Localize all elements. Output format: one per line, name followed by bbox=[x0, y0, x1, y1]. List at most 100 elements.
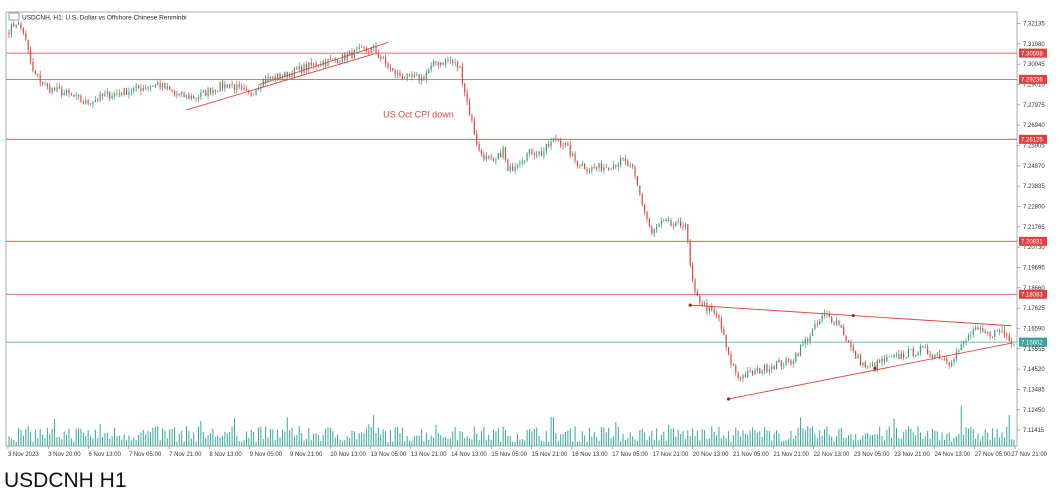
candle-body bbox=[68, 89, 70, 94]
candle-body bbox=[488, 155, 490, 158]
candle-body bbox=[277, 73, 279, 80]
candle-body bbox=[838, 320, 840, 326]
candle-body bbox=[958, 350, 960, 352]
candle-body bbox=[166, 86, 168, 89]
candle-body bbox=[725, 335, 727, 348]
candle-body bbox=[588, 170, 591, 172]
candle-body bbox=[17, 23, 20, 25]
candle-body bbox=[773, 366, 775, 369]
candle-body bbox=[663, 219, 665, 221]
candle-body bbox=[540, 151, 543, 156]
candle-body bbox=[135, 85, 137, 89]
candle-body bbox=[905, 357, 907, 359]
y-tick-label: 7.13485 bbox=[1023, 387, 1045, 393]
x-tick-label: 13 Nov 05:00 bbox=[371, 452, 407, 458]
candle-body bbox=[370, 47, 372, 53]
candle-body bbox=[125, 88, 128, 95]
candle-body bbox=[85, 100, 87, 104]
candle-body bbox=[368, 50, 370, 53]
candle-body bbox=[53, 87, 56, 91]
candle-body bbox=[236, 84, 238, 90]
candle-body bbox=[217, 91, 219, 92]
candle-body bbox=[934, 354, 936, 358]
candle-body bbox=[778, 360, 780, 363]
candle-body bbox=[97, 99, 99, 101]
candle-body bbox=[396, 72, 399, 75]
x-tick-label: 24 Nov 13:00 bbox=[934, 452, 970, 458]
candle-body bbox=[850, 342, 852, 348]
candle-body bbox=[915, 354, 917, 356]
candle-body bbox=[869, 366, 871, 368]
candle-body bbox=[622, 158, 624, 159]
candle-body bbox=[634, 166, 636, 177]
candle-body bbox=[713, 309, 715, 314]
candle-body bbox=[286, 71, 288, 78]
candle-body bbox=[1011, 341, 1013, 344]
candle-body bbox=[341, 54, 344, 63]
candle-body bbox=[843, 327, 845, 336]
candle-body bbox=[34, 70, 36, 74]
candle-body bbox=[521, 161, 523, 163]
candle-body bbox=[207, 88, 209, 96]
y-tick-label: 7.18660 bbox=[1023, 286, 1045, 292]
candle-body bbox=[221, 82, 224, 89]
candle-body bbox=[931, 355, 934, 358]
candle-body bbox=[164, 83, 166, 89]
candle-body bbox=[684, 224, 686, 228]
candle-body bbox=[133, 88, 135, 92]
candle-body bbox=[303, 64, 305, 73]
candle-body bbox=[605, 167, 607, 169]
candle-body bbox=[344, 54, 346, 61]
candle-body bbox=[293, 67, 296, 77]
candle-body bbox=[75, 94, 77, 97]
candle-body bbox=[627, 161, 629, 167]
candle-body bbox=[456, 62, 459, 68]
candle-body bbox=[399, 72, 401, 76]
candle-body bbox=[1006, 333, 1008, 336]
candle-body bbox=[480, 149, 483, 155]
candle-body bbox=[975, 327, 977, 330]
candle-body bbox=[183, 92, 185, 98]
candle-body bbox=[255, 89, 257, 95]
candle-body bbox=[478, 144, 480, 150]
candle-body bbox=[963, 342, 965, 345]
y-tick-label: 7.11415 bbox=[1023, 428, 1045, 434]
candle-body bbox=[831, 316, 833, 323]
candle-body bbox=[1013, 343, 1015, 345]
candle-body bbox=[356, 48, 358, 50]
candle-body bbox=[313, 63, 315, 66]
candle-body bbox=[418, 74, 420, 81]
candle-body bbox=[555, 138, 557, 139]
candle-body bbox=[910, 348, 912, 350]
candle-body bbox=[562, 145, 564, 147]
candle-body bbox=[581, 163, 583, 167]
candle-body bbox=[586, 168, 588, 172]
candle-body bbox=[737, 372, 739, 378]
candle-body bbox=[792, 361, 794, 365]
y-tick-label: 7.22800 bbox=[1023, 204, 1045, 210]
candle-body bbox=[473, 120, 475, 134]
candle-body bbox=[485, 155, 487, 160]
candle-body bbox=[989, 331, 991, 337]
y-tick-label: 7.15555 bbox=[1023, 347, 1045, 353]
y-tick-label: 7.29010 bbox=[1023, 82, 1045, 88]
level-tag bbox=[1019, 74, 1047, 84]
candle-body bbox=[929, 353, 931, 356]
x-tick-label: 17 Nov 21:00 bbox=[652, 452, 688, 458]
level-tag-label: 7.30598 bbox=[1021, 51, 1043, 57]
candle-body bbox=[519, 162, 521, 165]
candle-body bbox=[325, 61, 327, 66]
candle-body bbox=[233, 84, 236, 90]
candle-body bbox=[883, 358, 886, 362]
candle-body bbox=[464, 83, 466, 93]
y-tick-label: 7.24870 bbox=[1023, 164, 1045, 170]
y-tick-label: 7.31080 bbox=[1023, 42, 1045, 48]
candle-body bbox=[744, 374, 746, 378]
candle-body bbox=[658, 224, 660, 228]
candle-body bbox=[564, 142, 567, 146]
candle-body bbox=[548, 143, 550, 147]
candle-body bbox=[811, 329, 814, 336]
candle-body bbox=[197, 97, 200, 99]
candle-body bbox=[229, 84, 231, 88]
candle-body bbox=[514, 167, 516, 171]
